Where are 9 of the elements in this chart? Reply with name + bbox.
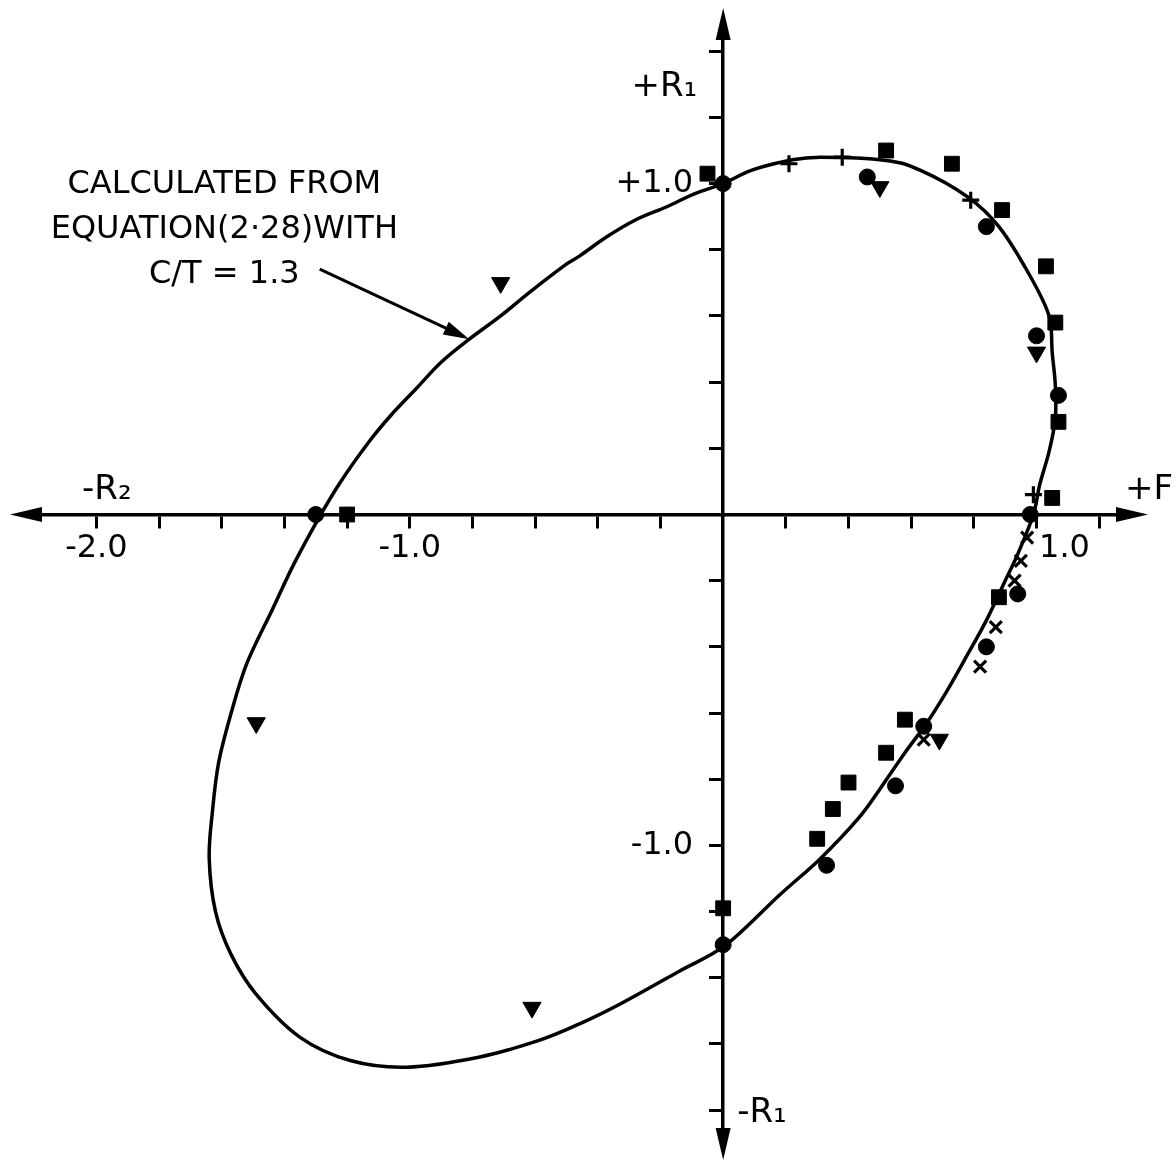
x-tick-label: 1.0 <box>1039 526 1090 565</box>
x-axis-title: +F <box>1124 466 1173 507</box>
x-tick-label: -2.0 <box>65 526 128 565</box>
x-tick-label: -1.0 <box>378 526 441 565</box>
annotation: CALCULATED FROM EQUATION(2·28)WITH C/T = 1.3 <box>50 163 398 292</box>
annotation: -R₁ <box>737 1090 787 1130</box>
y-axis-title: +R₁ <box>631 64 698 104</box>
y-tick-label: +1.0 <box>615 161 694 200</box>
annotation: -R₂ <box>82 466 132 507</box>
